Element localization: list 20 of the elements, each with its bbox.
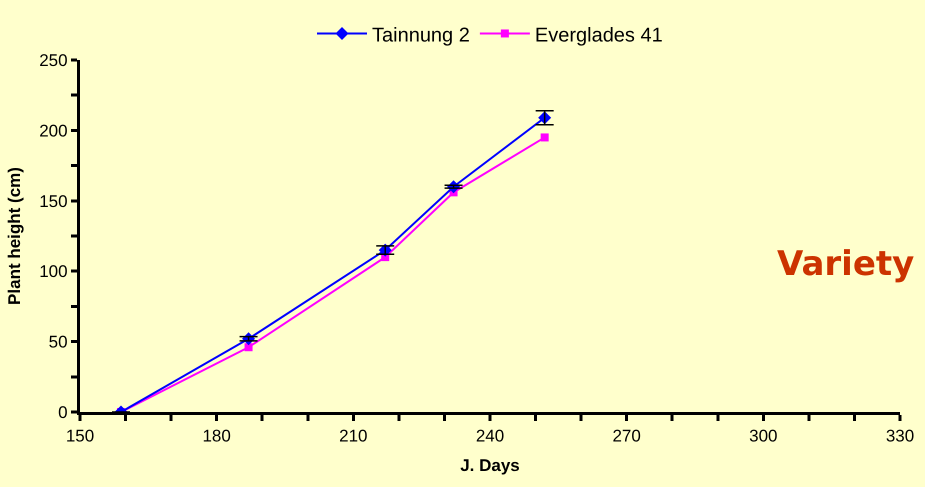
y-tick-label: 50 (48, 332, 68, 352)
y-tick-label: 0 (58, 402, 68, 422)
x-tick-label: 240 (476, 426, 504, 446)
y-tick-label: 150 (39, 192, 68, 211)
x-axis-title: J. Days (460, 456, 520, 475)
annotation: Variety (777, 244, 914, 284)
x-tick-label: 270 (612, 426, 641, 446)
x-tick-label: 180 (202, 426, 231, 446)
legend-label: Tainnung 2 (372, 24, 470, 46)
y-tick-label: 100 (39, 262, 68, 282)
point (244, 343, 253, 352)
point (540, 133, 549, 142)
y-tick-label: 200 (39, 121, 68, 140)
x-tick-label: 210 (339, 426, 368, 446)
x-tick-label: 300 (749, 426, 778, 446)
legend-label: Everglades 41 (534, 24, 663, 46)
x-tick-label: 150 (66, 426, 94, 446)
x-tick-label: 330 (886, 426, 914, 446)
y-tick-label: 250 (39, 50, 68, 70)
y-axis-title: Plant height (cm) (4, 167, 24, 305)
